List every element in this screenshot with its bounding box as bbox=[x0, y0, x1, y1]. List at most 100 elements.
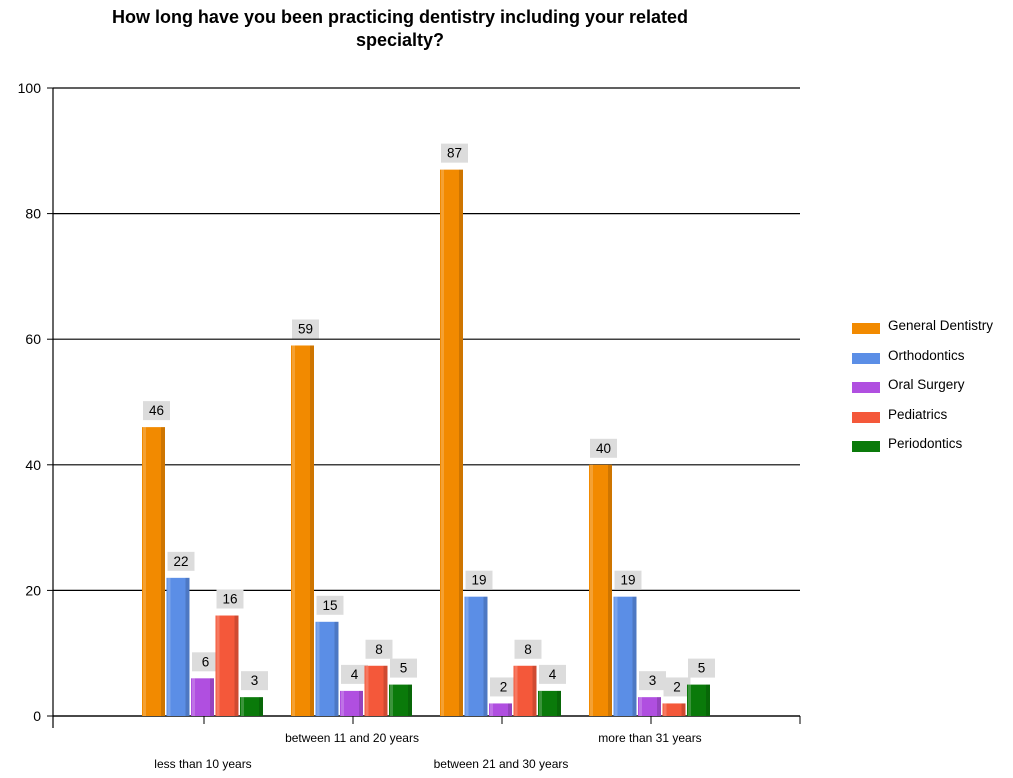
bar-shade bbox=[632, 596, 637, 716]
data-label-bg bbox=[490, 677, 517, 697]
data-label-bg bbox=[639, 671, 666, 691]
bar bbox=[364, 665, 388, 716]
bar-highlight bbox=[490, 703, 493, 716]
bar-highlight bbox=[590, 464, 593, 716]
bar bbox=[464, 596, 488, 716]
bar-shade bbox=[557, 690, 561, 716]
bar-highlight bbox=[192, 678, 195, 716]
data-label-bg bbox=[216, 589, 244, 609]
data-label-bg bbox=[590, 438, 617, 458]
data-label: 5 bbox=[400, 661, 408, 676]
data-label-bg bbox=[365, 639, 393, 659]
data-label: 16 bbox=[222, 592, 237, 607]
data-label: 19 bbox=[620, 573, 635, 588]
y-tick-label: 0 bbox=[33, 708, 41, 724]
bar-shade bbox=[608, 464, 612, 716]
x-tick-label: between 21 and 30 years bbox=[434, 757, 569, 771]
bar-highlight bbox=[441, 169, 444, 716]
bar-shade bbox=[310, 345, 314, 716]
bar-shade bbox=[681, 703, 686, 716]
y-tick-label: 60 bbox=[25, 331, 41, 347]
chart-title: How long have you been practicing dentis… bbox=[0, 6, 800, 52]
bar bbox=[389, 684, 412, 716]
bar bbox=[613, 596, 637, 716]
data-label: 15 bbox=[322, 598, 337, 613]
bar bbox=[240, 697, 263, 716]
data-label: 40 bbox=[596, 441, 611, 456]
bar-highlight bbox=[614, 596, 618, 716]
bar-highlight bbox=[539, 690, 542, 716]
bar-highlight bbox=[241, 697, 244, 716]
bar bbox=[638, 697, 661, 716]
data-label: 5 bbox=[698, 661, 706, 676]
legend-swatch bbox=[852, 382, 880, 393]
legend-label: Oral Surgery bbox=[888, 377, 965, 392]
data-label-bg bbox=[192, 652, 219, 672]
bar bbox=[166, 577, 190, 716]
bar-highlight bbox=[292, 345, 295, 716]
bar-highlight bbox=[514, 665, 518, 716]
bar-highlight bbox=[390, 684, 393, 716]
data-label-bg bbox=[441, 143, 468, 163]
data-label-bg bbox=[241, 671, 268, 691]
bar-shade bbox=[508, 703, 512, 716]
data-label: 19 bbox=[471, 573, 486, 588]
y-tick-label: 20 bbox=[25, 582, 41, 598]
bar bbox=[340, 690, 363, 716]
data-label: 59 bbox=[298, 321, 313, 336]
data-label-bg bbox=[614, 570, 642, 590]
bar-shade bbox=[359, 690, 363, 716]
bar bbox=[662, 703, 686, 716]
data-label: 46 bbox=[149, 403, 164, 418]
data-label-bg bbox=[316, 595, 344, 615]
bar bbox=[589, 464, 612, 716]
data-label: 8 bbox=[524, 642, 532, 657]
bar-highlight bbox=[663, 703, 667, 716]
bar-shade bbox=[706, 684, 710, 716]
bar-shade bbox=[459, 169, 463, 716]
bar-highlight bbox=[143, 427, 146, 716]
bar bbox=[538, 690, 561, 716]
data-label: 2 bbox=[500, 679, 508, 694]
data-label: 3 bbox=[649, 673, 657, 688]
chart-title-line-1: How long have you been practicing dentis… bbox=[111, 7, 689, 27]
y-tick-label: 100 bbox=[18, 80, 42, 96]
legend-label: Pediatrics bbox=[888, 406, 948, 422]
data-label-bg bbox=[514, 639, 542, 659]
bar-highlight bbox=[316, 621, 320, 716]
bar-highlight bbox=[341, 690, 344, 716]
data-label-bg bbox=[465, 570, 493, 590]
bar-shade bbox=[210, 678, 214, 716]
bar bbox=[215, 615, 239, 716]
bar-shade bbox=[483, 596, 488, 716]
data-label: 87 bbox=[447, 146, 462, 161]
bar-shade bbox=[161, 427, 165, 716]
chart-title-line-2: specialty? bbox=[355, 30, 445, 50]
bar bbox=[191, 678, 214, 716]
bar bbox=[142, 427, 165, 716]
data-label-bg bbox=[167, 551, 195, 571]
bar-shade bbox=[334, 621, 339, 716]
data-label: 4 bbox=[351, 667, 359, 682]
data-label: 8 bbox=[375, 642, 383, 657]
y-tick-label: 40 bbox=[25, 457, 41, 473]
x-tick-label: less than 10 years bbox=[154, 757, 251, 771]
bar-highlight bbox=[465, 596, 469, 716]
bar bbox=[513, 665, 537, 716]
legend-swatch bbox=[852, 323, 880, 334]
data-label-bg bbox=[539, 664, 566, 684]
data-label-bg bbox=[143, 401, 170, 421]
legend-label: Orthodontics bbox=[888, 347, 965, 363]
legend-swatch bbox=[852, 411, 880, 423]
data-label-bg bbox=[688, 658, 715, 678]
bar-shade bbox=[383, 665, 388, 716]
bar-highlight bbox=[216, 615, 220, 716]
data-label-bg bbox=[292, 319, 319, 339]
legend-swatch bbox=[852, 352, 880, 364]
legend-label: Periodontics bbox=[888, 436, 963, 451]
bar bbox=[291, 345, 314, 716]
bar-shade bbox=[657, 697, 661, 716]
legend-swatch bbox=[852, 441, 880, 452]
bar bbox=[489, 703, 512, 716]
